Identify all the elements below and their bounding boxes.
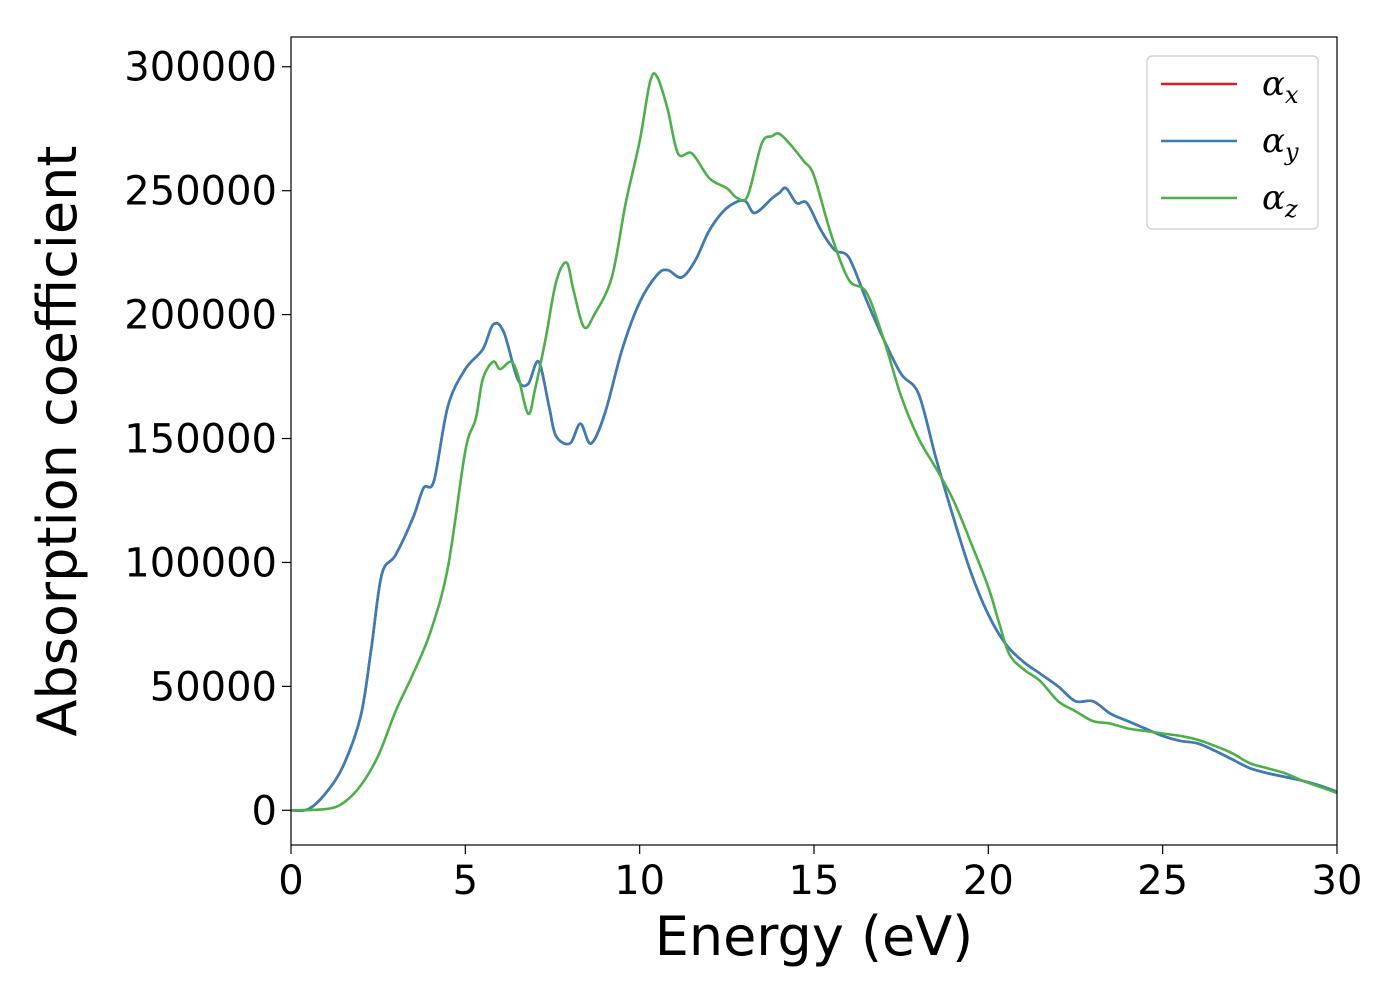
series-layer (290, 72, 1338, 813)
series-line-alpha-z (290, 72, 1338, 812)
legend: αx αy αz (1146, 55, 1319, 230)
y-axis-title: Absorption coefficient (26, 146, 89, 737)
y-tick-label: 300000 (124, 45, 277, 91)
legend-label-alpha-y: αy (1262, 121, 1299, 166)
x-tick-label: 20 (963, 858, 1014, 904)
y-tick-label: 250000 (124, 169, 277, 215)
x-axis: 0 5 10 15 20 25 30 (278, 845, 1362, 904)
x-tick-label: 25 (1137, 858, 1188, 904)
x-tick-label: 15 (789, 858, 840, 904)
x-tick-label: 30 (1312, 858, 1363, 904)
x-tick-label: 5 (453, 858, 478, 904)
legend-label-alpha-x: αx (1262, 64, 1299, 109)
series-line-alpha-y (290, 186, 1338, 813)
y-tick-label: 100000 (124, 540, 277, 586)
legend-label-alpha-z: αz (1262, 178, 1298, 223)
x-axis-title: Energy (eV) (655, 905, 974, 968)
legend-box (1146, 55, 1319, 230)
x-tick-label: 0 (278, 858, 303, 904)
y-tick-label: 150000 (124, 417, 277, 463)
y-axis: 0 50000 100000 150000 200000 250000 300000 (124, 45, 291, 834)
y-tick-label: 0 (252, 788, 277, 834)
x-tick-label: 10 (614, 858, 665, 904)
y-tick-label: 200000 (124, 293, 277, 339)
y-tick-label: 50000 (150, 664, 277, 710)
